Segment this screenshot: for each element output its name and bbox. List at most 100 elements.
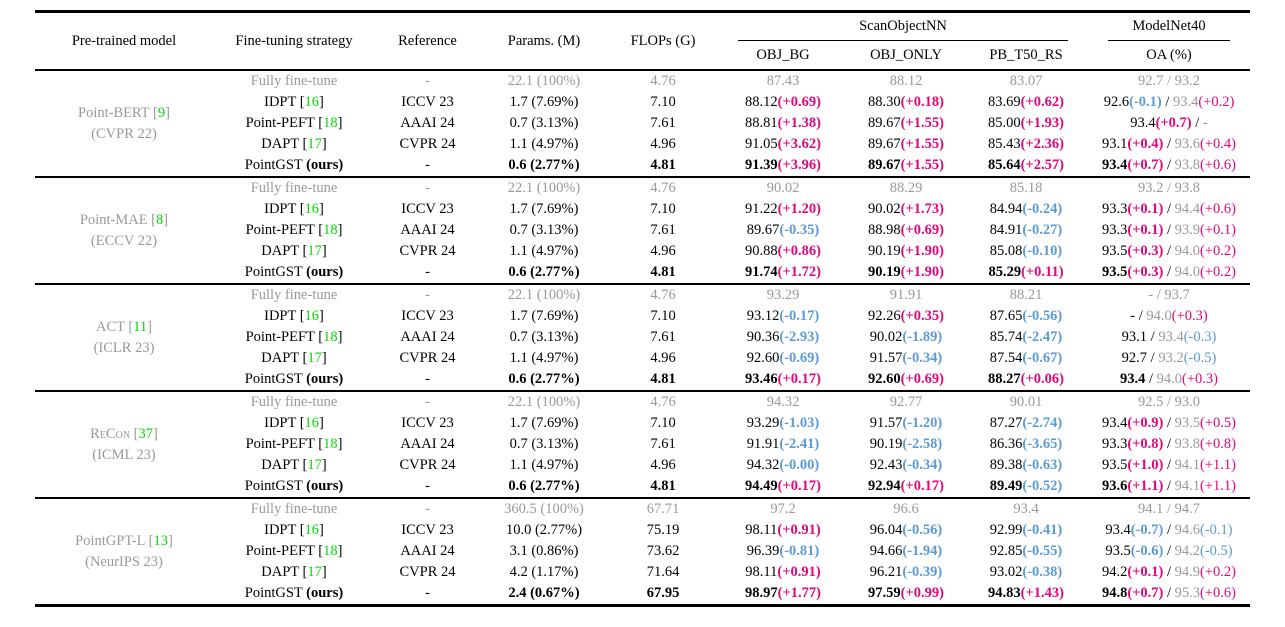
oa-cell: 92.6(-0.1) / 93.4(+0.2) [1088, 92, 1250, 113]
pretrained-model-cell: ACT [11] (ICLR 23) [35, 284, 213, 391]
model-group: Point-MAE [8] (ECCV 22) Fully fine-tune - 22… [35, 177, 1250, 284]
oa-vote: 93.6(+0.4) [1175, 136, 1236, 152]
oa-no-vote: 93.1 [1122, 329, 1147, 345]
value: 96.04 [869, 522, 903, 538]
value: 90.19 [868, 264, 901, 280]
value: 92.5 [1137, 394, 1164, 410]
citation-number: 18 [323, 329, 338, 345]
strategy-cell: Fully fine-tune [250, 287, 338, 303]
slash-separator: / [1191, 115, 1203, 131]
slash-separator: / [1147, 329, 1159, 345]
value: 94.1 [1174, 478, 1201, 494]
delta-negative: (-0.81) [779, 543, 820, 559]
reference-cell: - [425, 478, 430, 494]
model-venue: (CVPR 22) [91, 125, 157, 142]
model-name: ReCon [37] [90, 425, 158, 442]
oa-cell: 93.4 / 94.0(+0.3) [1088, 369, 1250, 391]
obj-only-cell: 90.02(-1.89) [848, 327, 964, 348]
slash-separator: / [1163, 564, 1175, 580]
params-cell: 1.1 (4.97%) [509, 243, 579, 259]
slash-separator: / [1163, 136, 1175, 152]
oa-cell: 93.1 / 93.4(-0.3) [1088, 327, 1250, 348]
table-row: DAPT [17] CVPR 24 1.1 (4.97%) 4.96 92.60(-0.… [35, 348, 1250, 369]
delta-positive: (+0.1) [1127, 201, 1164, 217]
delta-positive: (+2.36) [1020, 136, 1064, 152]
delta-positive: (+0.62) [1020, 94, 1064, 110]
params-cell: 4.2 (1.17%) [509, 564, 579, 580]
pb-t50-rs-cell: 84.94(-0.24) [964, 199, 1088, 220]
strategy-cell: PointGST (ours) [244, 585, 344, 601]
obj-only-cell: 90.19(-2.58) [848, 434, 964, 455]
value: 98.11 [745, 564, 778, 580]
value: 88.98 [868, 222, 901, 238]
obj-bg-cell: 98.11(+0.91) [718, 520, 848, 541]
value: 93.4 [1172, 94, 1199, 110]
value: 94.0 [1146, 308, 1172, 324]
value: 93.4 [1105, 522, 1131, 538]
value: 93.4 [1013, 501, 1039, 517]
obj-bg-cell: 98.11(+0.91) [718, 562, 848, 583]
value: - [1130, 308, 1136, 324]
table-row: ReCon [37] (ICML 23) Fully fine-tune - 22.1 … [35, 391, 1250, 463]
obj-only-cell: 97.59(+0.99) [848, 583, 964, 606]
oa-cell: 93.4(+0.7) / 93.8(+0.6) [1088, 155, 1250, 177]
citation-number: 16 [304, 415, 320, 431]
paper-table-page: Pre-trained model Fine-tuning strategy R… [35, 10, 1250, 607]
value: 84.91 [989, 222, 1023, 238]
oa-vote: 94.2(-0.5) [1175, 543, 1233, 559]
value: 96.21 [869, 564, 903, 580]
strategy-cell: PointGST (ours) [244, 371, 344, 387]
obj-only-cell: 92.77 [848, 391, 964, 413]
flops-cell: 67.71 [646, 501, 680, 517]
value: 93.3 [1101, 436, 1128, 452]
flops-cell: 4.96 [650, 136, 676, 152]
delta-positive: (+0.7) [1127, 585, 1164, 601]
oa-cell: - / 94.0(+0.3) [1088, 306, 1250, 327]
delta-positive: (+0.11) [1021, 264, 1064, 280]
reference-cell: ICCV 23 [401, 308, 454, 324]
delta-positive: (+0.6) [1200, 157, 1237, 173]
oa-cell: 92.7 / 93.2(-0.5) [1088, 348, 1250, 369]
value: 88.29 [889, 180, 923, 196]
value: 90.88 [745, 243, 778, 259]
slash-separator: / [1153, 287, 1165, 303]
flops-cell: 7.10 [650, 94, 676, 110]
value: 94.0 [1174, 243, 1201, 259]
slash-separator: / [1163, 522, 1175, 538]
delta-negative: (-0.5) [1183, 350, 1217, 366]
pb-t50-rs-cell: 89.49(-0.52) [964, 476, 1088, 498]
table-row: ACT [11] (ICLR 23) Fully fine-tune - 22.1 (1… [35, 284, 1250, 356]
params-cell: 22.1 (100%) [507, 287, 581, 303]
value: 89.67 [868, 115, 901, 131]
table-row: PointGST (ours) -0.6 (2.77%) 4.81 93.46(+0.… [35, 369, 1250, 391]
delta-negative: (-3.65) [1022, 436, 1063, 452]
value: 85.18 [1009, 180, 1043, 196]
params-cell: 1.7 (7.69%) [509, 308, 579, 324]
pb-t50-rs-cell: 89.38(-0.63) [964, 455, 1088, 476]
strategy-cell: Fully fine-tune [250, 501, 338, 517]
delta-negative: (-0.55) [1022, 543, 1063, 559]
value: 93.9 [1174, 222, 1201, 238]
flops-cell: 4.81 [650, 371, 676, 387]
reference-cell: AAAI 24 [400, 329, 455, 345]
flops-cell: 4.81 [650, 157, 676, 173]
table-row: PointGPT-L [13] (NeurIPS 23) Fully fine-tu… [35, 498, 1250, 570]
oa-vote: 94.0(+0.3) [1146, 308, 1207, 324]
delta-negative: (-0.34) [902, 350, 943, 366]
delta-positive: (+1.55) [900, 136, 944, 152]
delta-negative: (-1.94) [902, 543, 943, 559]
obj-bg-cell: 91.39(+3.96) [718, 155, 848, 177]
oa-cell: 93.5(+1.0) / 94.1(+1.1) [1088, 455, 1250, 476]
col-header-reference: Reference [398, 32, 457, 49]
flops-cell: 4.96 [650, 457, 676, 473]
oa-cell: 93.4(+0.9) / 93.5(+0.5) [1088, 413, 1250, 434]
obj-bg-cell: 92.60(-0.69) [718, 348, 848, 369]
table-row: Point-PEFT [18] AAAI 24 0.7 (3.13%) 7.61 90.… [35, 327, 1250, 348]
value: 93.3 [1101, 201, 1128, 217]
flops-cell: 4.76 [650, 180, 676, 196]
slash-separator: / [1163, 415, 1175, 431]
obj-bg-cell: 91.05(+3.62) [718, 134, 848, 155]
strategy-cell: Fully fine-tune [250, 180, 338, 196]
oa-no-vote: 93.4 [1120, 371, 1145, 387]
ours-label: (ours) [306, 264, 344, 280]
